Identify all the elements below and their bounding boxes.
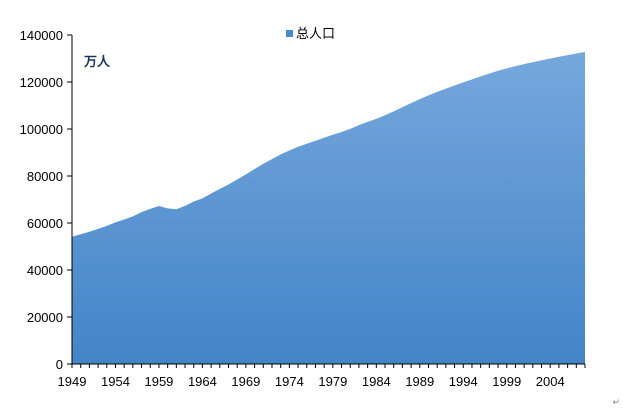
legend: 总人口 — [286, 27, 335, 42]
paragraph-mark-icon: ↵ — [612, 398, 620, 408]
x-tick-label: 1974 — [275, 374, 304, 389]
y-tick-label: 0 — [56, 357, 63, 372]
x-tick-label: 1964 — [188, 374, 217, 389]
y-tick-label: 40000 — [27, 263, 63, 278]
y-tick-label: 140000 — [20, 28, 63, 43]
population-area-series — [72, 51, 585, 365]
x-tick-label: 1959 — [144, 374, 173, 389]
legend-label: 总人口 — [296, 27, 335, 42]
x-tick-label: 1984 — [362, 374, 391, 389]
x-tick-label: 1989 — [405, 374, 434, 389]
y-tick-label: 80000 — [27, 169, 63, 184]
x-tick-label: 1979 — [318, 374, 347, 389]
x-tick-label: 1969 — [231, 374, 260, 389]
y-tick-label: 100000 — [20, 122, 63, 137]
x-tick-label: 1999 — [492, 374, 521, 389]
y-tick-label: 20000 — [27, 310, 63, 325]
x-axis-ticks: 1949 1954 1959 1964 1969 1974 1979 1984 1989 1994… — [58, 364, 586, 389]
y-tick-label: 60000 — [27, 216, 63, 231]
y-axis-ticks: 0 20000 40000 60000 80000 100000 120000 140000 — [20, 28, 72, 372]
x-tick-label: 2004 — [536, 374, 565, 389]
y-tick-label: 120000 — [20, 75, 63, 90]
x-tick-label: 1949 — [58, 374, 87, 389]
legend-marker-icon — [286, 30, 293, 37]
x-tick-label: 1954 — [101, 374, 130, 389]
x-tick-label: 1994 — [449, 374, 478, 389]
y-unit-label: 万人 — [83, 54, 111, 70]
